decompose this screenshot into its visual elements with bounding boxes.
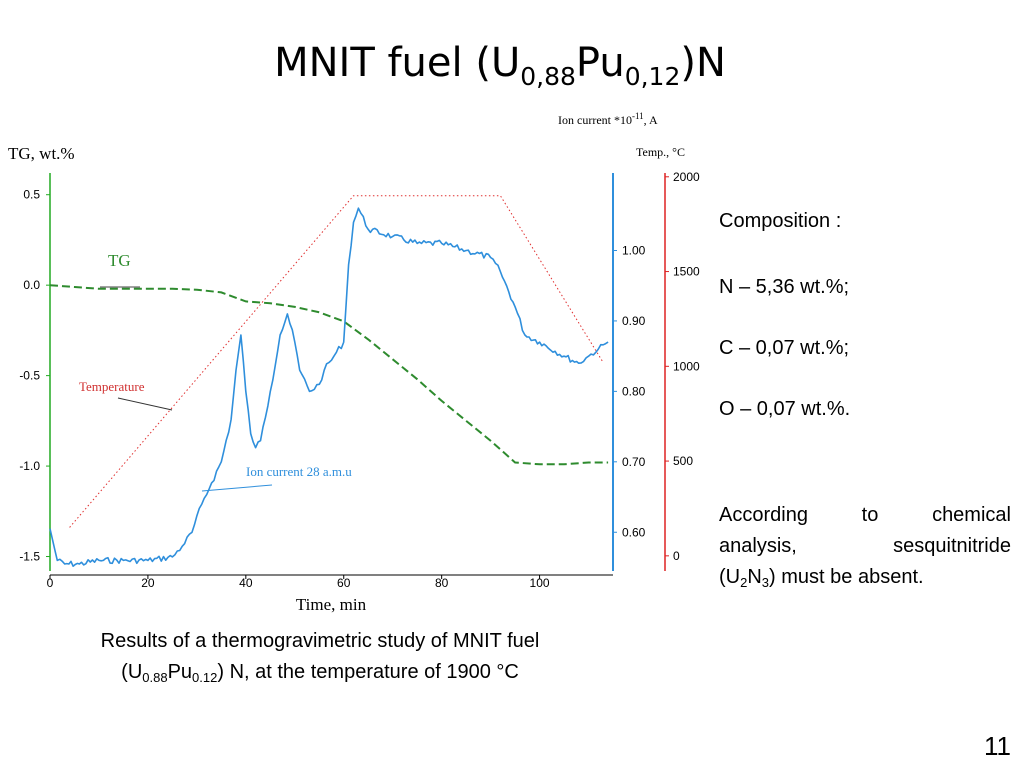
- time-tick-label: 20: [141, 576, 155, 590]
- tg-tick-label: 0.5: [23, 188, 40, 202]
- temp-tick-label: 1000: [673, 359, 700, 373]
- composition-heading: Composition :: [719, 210, 842, 232]
- caption-text: Pu: [167, 661, 193, 683]
- caption-subscript: 0.88: [142, 670, 168, 685]
- ion-tick-label: 0.80: [622, 384, 646, 398]
- temp-tick-label: 500: [673, 454, 693, 468]
- note-word: chemical: [932, 504, 1011, 526]
- tg-axis-label: TG, wt.%: [8, 144, 75, 163]
- note-word: analysis,: [719, 535, 797, 557]
- note-subscript: 2: [740, 575, 748, 590]
- ion-annotation: Ion current 28 a.m.u: [246, 464, 352, 479]
- chemical-analysis-note: According to chemical analysis, sesquitnitr…: [719, 500, 1011, 598]
- ion-tick-label: 0.90: [622, 314, 646, 328]
- page-number: 11: [984, 731, 1011, 761]
- ion-leader-line: [201, 484, 273, 492]
- composition-nitrogen: N – 5,36 wt.%;: [719, 276, 850, 298]
- series-line-tg: [49, 284, 609, 466]
- temperature-annotation: Temperature: [79, 379, 145, 394]
- note-text: (U: [719, 566, 741, 588]
- temp-tick-label: 2000: [673, 170, 700, 184]
- caption-text: ) N, at the temperature of 1900 °C: [217, 661, 519, 683]
- time-tick-label: 100: [530, 576, 550, 590]
- figure-caption: Results of a thermogravimetric study of …: [40, 626, 600, 693]
- series-line-temperature: [69, 195, 604, 528]
- temperature-leader-line: [117, 397, 173, 411]
- series-line-ion-current-28-a-m-u: [49, 207, 609, 567]
- title-subscript-u: 0,88: [520, 62, 576, 91]
- title-text-pu: Pu: [575, 40, 625, 86]
- ion-tick-label: 0.60: [622, 525, 646, 539]
- note-word: sesquitnitride: [893, 535, 1011, 557]
- slide-title: MNIT fuel (U0,88Pu0,12)N: [0, 40, 1000, 91]
- title-subscript-pu: 0,12: [624, 62, 681, 91]
- note-text: ) must be absent.: [769, 566, 924, 588]
- note-subscript: 3: [761, 575, 770, 590]
- title-text-end: )N: [680, 40, 726, 86]
- time-tick-label: 40: [239, 576, 253, 590]
- ion-tick-label: 0.70: [622, 455, 646, 469]
- tga-chart: 0.5 0.0 -0.5 -1.0 -1.5 0 20 40 60 80 100 1.00 0.90 0.…: [8, 111, 700, 614]
- time-tick-label: 0: [47, 576, 54, 590]
- note-text: N: [747, 566, 762, 588]
- ion-axis-label: Ion current *10-11, A: [558, 111, 658, 127]
- composition-oxygen: O – 0,07 wt.%.: [719, 398, 851, 420]
- caption-subscript: 0.12: [192, 670, 218, 685]
- composition-carbon: C – 0,07 wt.%;: [719, 337, 850, 359]
- caption-line-1: Results of a thermogravimetric study of …: [100, 630, 540, 652]
- tg-tick-label: -1.5: [19, 550, 40, 564]
- temp-axis-label: Temp., °C: [636, 145, 685, 159]
- tg-tick-label: -0.5: [19, 369, 40, 383]
- caption-line-2: (U0.88Pu0.12) N, at the temperature of 1…: [40, 657, 600, 693]
- title-text: MNIT fuel (U: [274, 40, 521, 86]
- time-tick-label: 60: [337, 576, 351, 590]
- note-word: to: [861, 504, 879, 526]
- tg-tick-label: 0.0: [23, 278, 40, 292]
- time-tick-label: 80: [435, 576, 449, 590]
- temp-tick-label: 0: [673, 549, 680, 563]
- time-axis-label: Time, min: [296, 595, 367, 614]
- ion-tick-label: 1.00: [622, 243, 646, 257]
- caption-text: (U: [121, 661, 143, 683]
- note-word: According: [719, 504, 808, 526]
- temp-tick-label: 1500: [673, 265, 700, 279]
- tg-tick-label: -1.0: [19, 459, 40, 473]
- tg-annotation: TG: [108, 251, 131, 270]
